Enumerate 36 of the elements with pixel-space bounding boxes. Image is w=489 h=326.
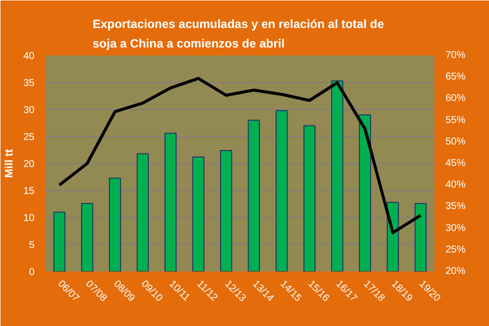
y2-tick-label: 70% xyxy=(446,50,466,61)
bar xyxy=(276,110,288,272)
y2-tick-label: 60% xyxy=(446,93,466,104)
bar xyxy=(414,202,427,272)
y-tick-label: 5 xyxy=(28,240,35,251)
chart-title: Exportaciones acumuladas y en relación al total de soja a China a comienzos de abril xyxy=(92,16,384,50)
y-tick-label: 30 xyxy=(23,105,35,116)
bar xyxy=(164,132,177,272)
y2-tick-label: 20% xyxy=(446,266,466,277)
y2-tick-label: 35% xyxy=(446,201,466,212)
y-tick-label: 0 xyxy=(28,267,35,278)
y2-tick-label: 30% xyxy=(446,222,466,234)
bar xyxy=(331,80,344,272)
y2-tick-label: 40% xyxy=(446,180,466,191)
y2-tick-label: 65% xyxy=(446,72,466,83)
y-tick-label: 40 xyxy=(23,51,35,62)
bar xyxy=(358,114,372,272)
bar xyxy=(136,153,149,272)
bar xyxy=(53,212,66,272)
y-axis-title: Mill tt xyxy=(3,148,16,178)
y-tick-label: 15 xyxy=(23,186,35,197)
y-tick-label: 25 xyxy=(23,132,35,143)
bar xyxy=(303,125,316,272)
line-series xyxy=(58,76,422,234)
bar xyxy=(192,156,204,272)
y2-tick-label: 50% xyxy=(446,136,466,148)
y-tick-label: 35 xyxy=(23,78,35,89)
bar xyxy=(248,120,260,272)
bar xyxy=(81,202,94,272)
y2-tick-label: 45% xyxy=(446,158,466,169)
y2-tick-label: 55% xyxy=(446,114,466,126)
y-tick-label: 20 xyxy=(23,159,35,170)
y2-tick-label: 25% xyxy=(446,244,466,256)
y-tick-label: 10 xyxy=(23,213,35,224)
bar xyxy=(108,178,122,272)
bar xyxy=(220,150,232,272)
